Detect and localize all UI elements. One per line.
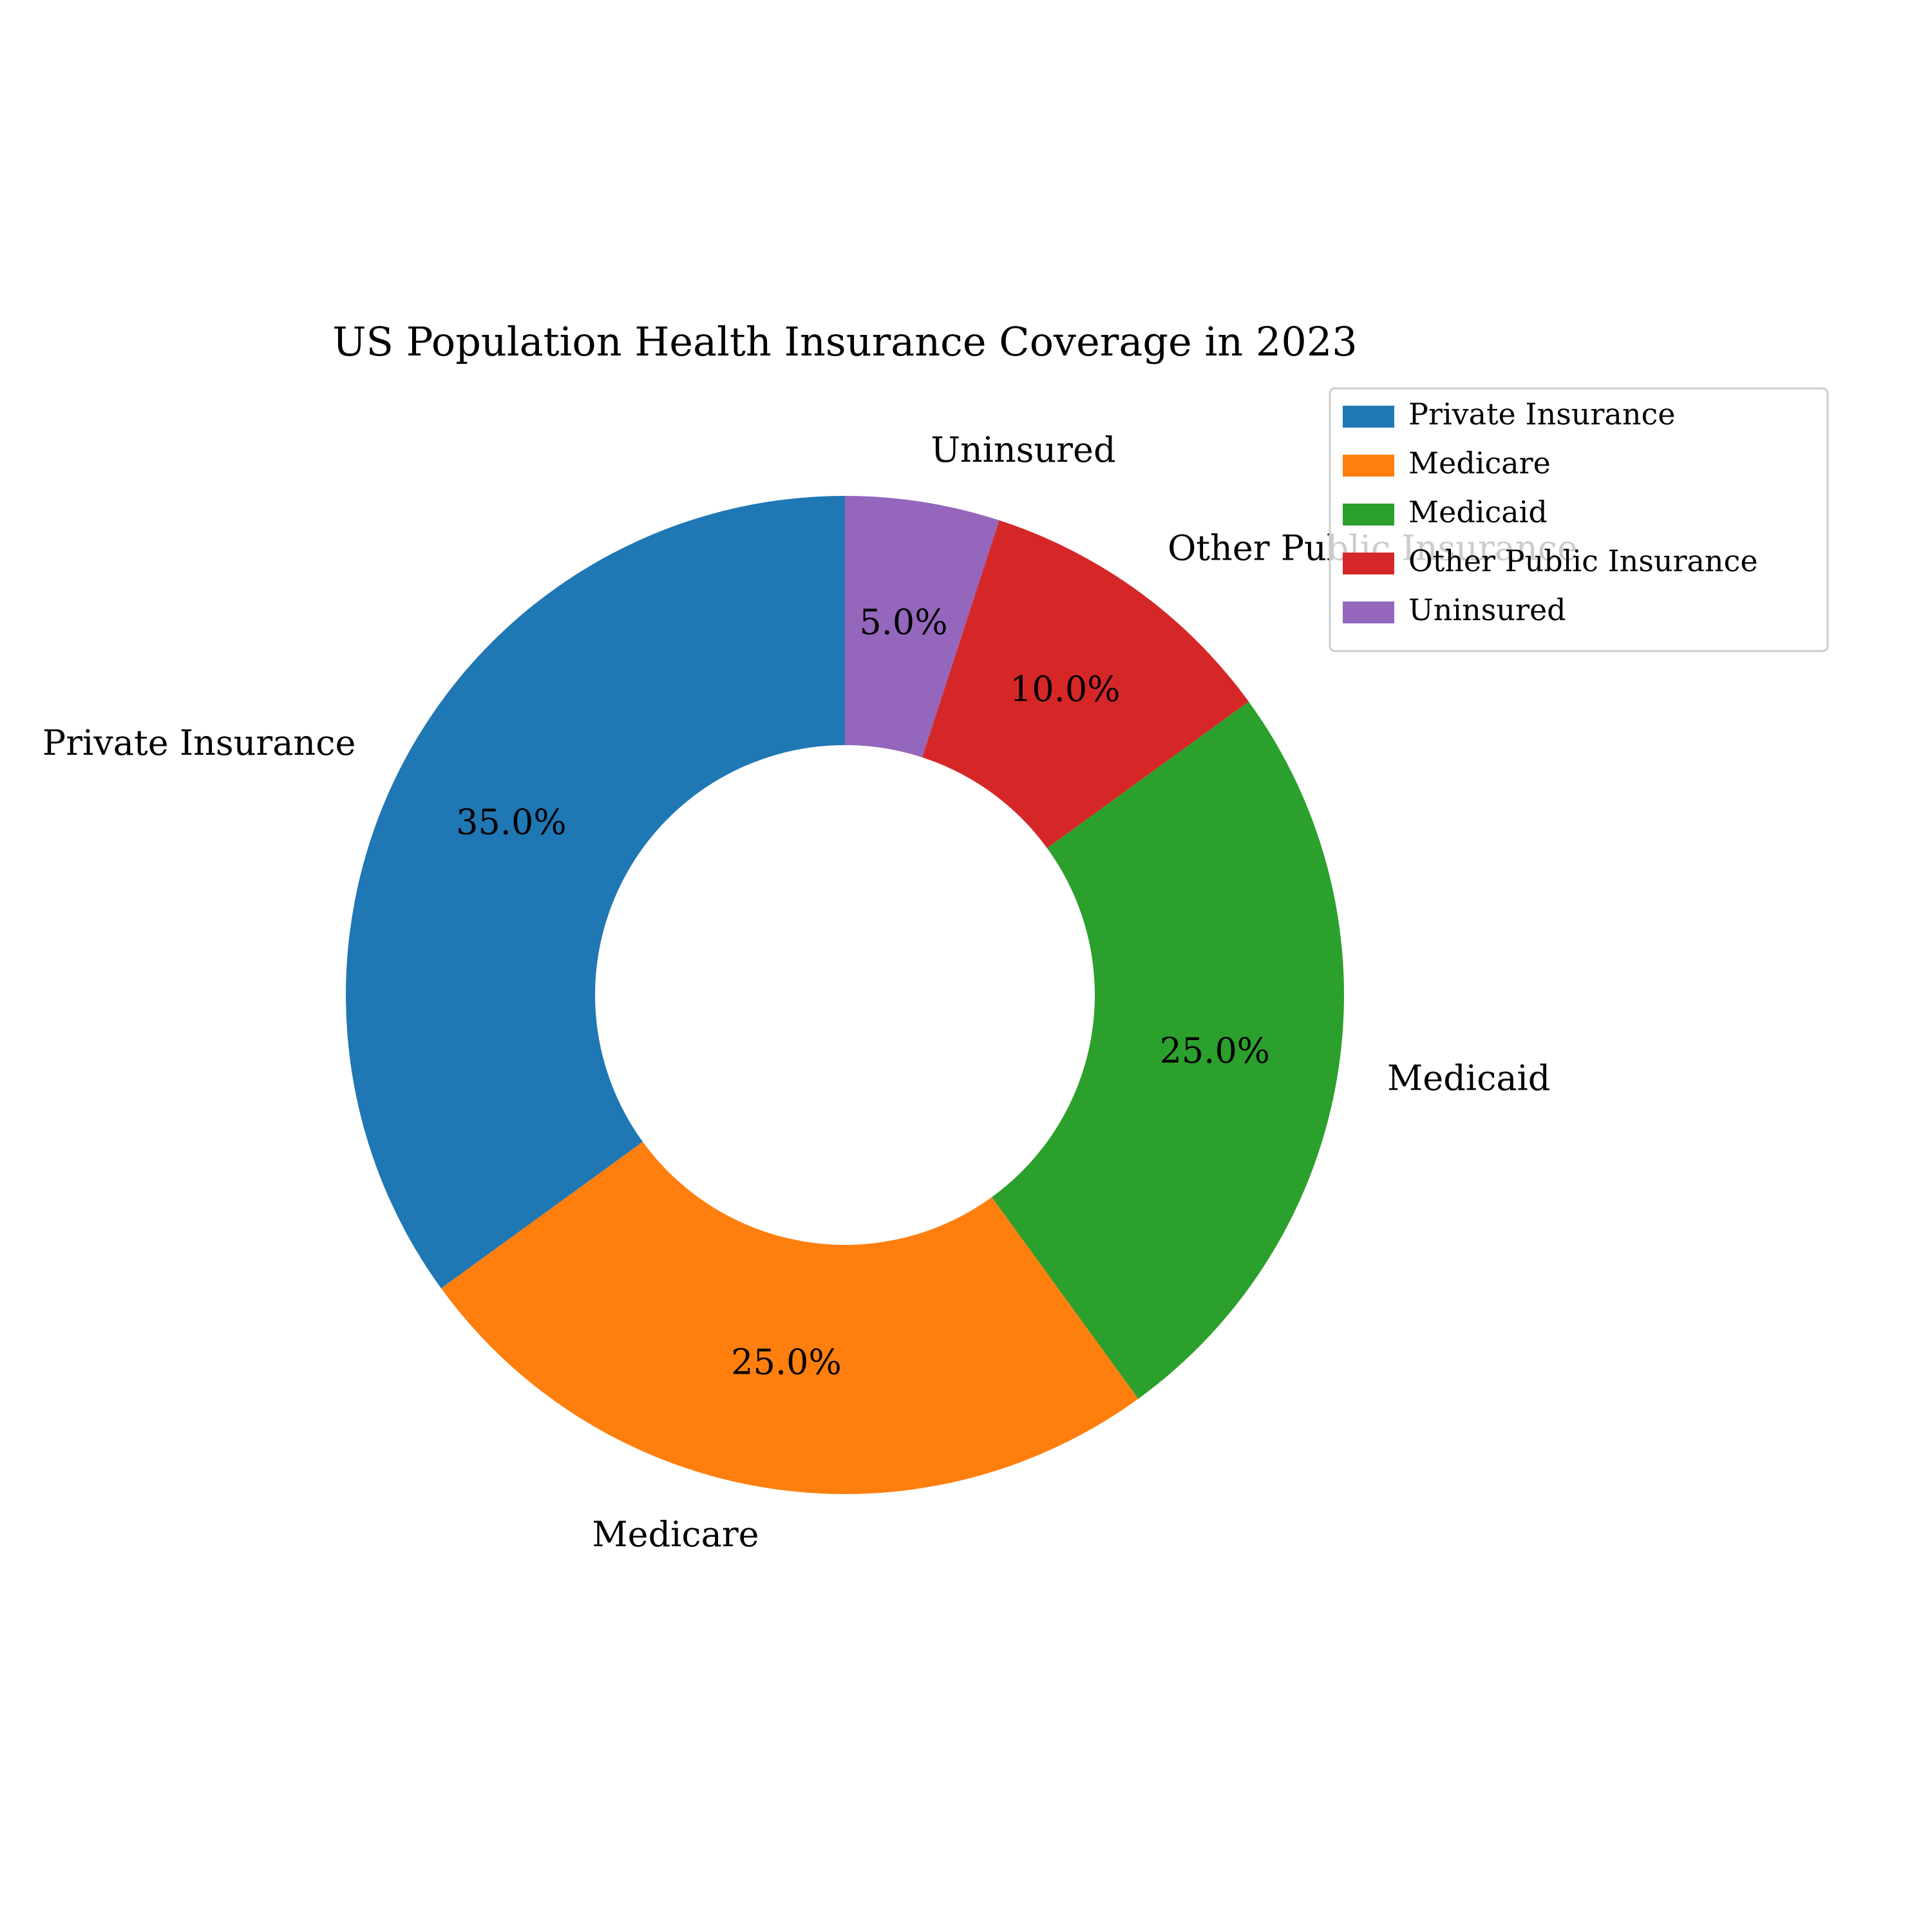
legend-swatch-medicare [1343, 455, 1394, 477]
percent-labels-group: 35.0% 25.0% 25.0% 10.0% 5.0% [456, 602, 1270, 1383]
slices-group [346, 496, 1345, 1494]
chart-title: US Population Health Insurance Coverage … [332, 318, 1357, 365]
legend-label-private-insurance: Private Insurance [1408, 397, 1675, 431]
percent-label-private-insurance: 35.0% [456, 802, 567, 842]
legend-swatch-private-insurance [1343, 406, 1394, 428]
percent-label-other-public-insurance: 10.0% [1010, 669, 1121, 710]
slice-private-insurance [346, 496, 845, 1289]
legend-label-medicaid: Medicaid [1408, 495, 1548, 529]
percent-label-medicare: 25.0% [731, 1341, 842, 1382]
slice-label-medicare: Medicare [592, 1514, 759, 1555]
legend: Private Insurance Medicare Medicaid Other P… [1329, 387, 1829, 652]
slice-label-uninsured: Uninsured [931, 430, 1115, 470]
legend-label-uninsured: Uninsured [1408, 592, 1566, 627]
legend-label-medicare: Medicare [1408, 446, 1551, 480]
legend-label-other-public-insurance: Other Public Insurance [1408, 544, 1758, 578]
percent-label-uninsured: 5.0% [859, 602, 947, 643]
legend-swatch-other-public-insurance [1343, 553, 1394, 574]
slice-other-public-insurance [922, 520, 1249, 848]
slice-medicaid [992, 701, 1345, 1399]
legend-frame [1329, 387, 1829, 652]
legend-swatch-medicaid [1343, 504, 1394, 526]
slice-medicare [441, 1142, 1139, 1494]
legend-swatch-uninsured [1343, 601, 1394, 623]
slice-label-private-insurance: Private Insurance [43, 723, 356, 763]
slice-label-medicaid: Medicaid [1387, 1057, 1550, 1098]
percent-label-medicaid: 25.0% [1160, 1030, 1271, 1071]
slice-uninsured [845, 496, 999, 757]
